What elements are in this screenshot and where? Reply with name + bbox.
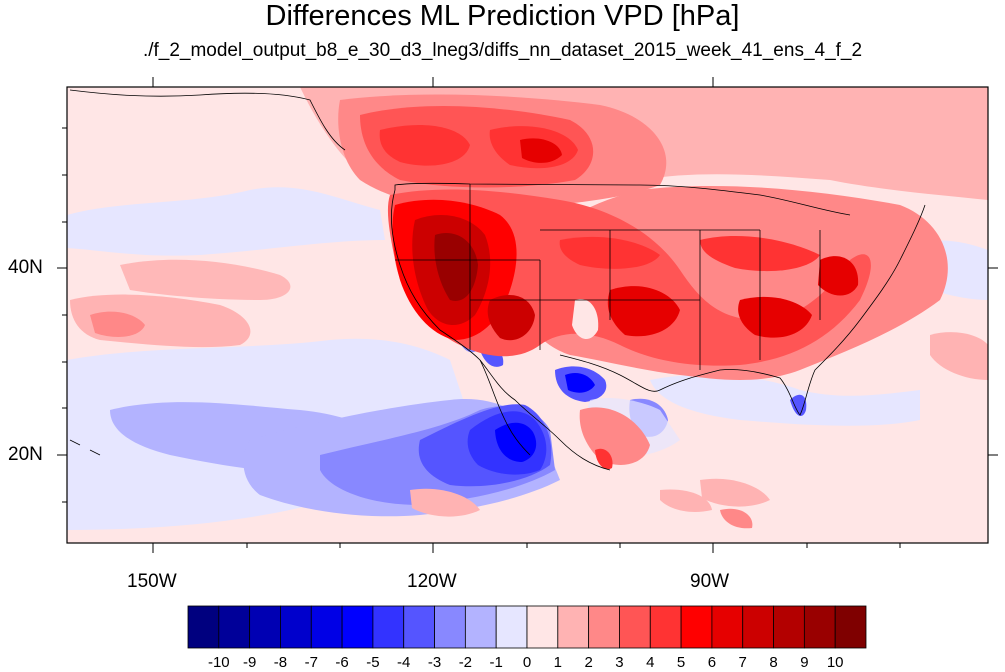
lat-label-20n: 20N [8, 444, 43, 465]
colorbar-tick-label: -8 [273, 654, 288, 671]
colorbar-tick-label: -1 [489, 654, 503, 671]
colorbar-tick-label: -10 [207, 654, 230, 671]
colorbar-swatch [310, 605, 343, 649]
coastlines [69, 89, 926, 471]
colorbar-tick-label: 3 [615, 654, 624, 671]
colorbar-swatch [341, 605, 374, 649]
colorbar-swatch [803, 605, 836, 649]
colorbar-swatch [403, 605, 435, 649]
colorbar-swatch [249, 605, 281, 649]
colorbar-tick-label: 4 [646, 654, 655, 671]
colorbar-tick-label: 6 [707, 654, 717, 671]
colorbar-tick-label: -6 [335, 654, 349, 671]
colorbar-swatch [834, 605, 867, 649]
colorbar-tick-label: -7 [304, 654, 318, 671]
colorbar-swatch [372, 605, 405, 649]
colorbar-swatch [711, 605, 744, 649]
colorbar-tick-label: 1 [553, 654, 562, 671]
colorbar-swatch [680, 605, 713, 649]
colorbar-tick-label: -9 [242, 654, 257, 671]
map-field [67, 87, 988, 543]
colorbar-swatch [526, 605, 559, 649]
colorbar-swatch [280, 605, 312, 649]
colorbar-tick-label: 5 [676, 654, 686, 671]
colorbar-swatch [187, 605, 220, 649]
colorbar-swatch [434, 605, 466, 649]
colorbar-tick-label: -4 [397, 654, 411, 671]
colorbar-tick-label: 10 [826, 654, 844, 671]
colorbar-tick-label: 9 [800, 654, 809, 671]
lon-label-150w: 150W [127, 571, 177, 592]
colorbar-tick-label: -2 [458, 654, 473, 671]
positive-anomaly-regions [70, 87, 988, 529]
colorbar-swatch [218, 605, 251, 649]
chart-subtitle: ./f_2_model_output_b8_e_30_d3_lneg3/diff… [142, 40, 863, 61]
colorbar-swatch [588, 605, 620, 649]
lon-label-120w: 120W [407, 571, 457, 592]
colorbar-tick-label: 7 [738, 654, 747, 671]
colorbar-swatch [773, 605, 805, 649]
chart-title: Differences ML Prediction VPD [hPa] [265, 0, 740, 32]
colorbar-swatch [495, 605, 528, 649]
colorbar-tick-label: -5 [366, 654, 380, 671]
colorbar-tick-label: 0 [522, 654, 532, 671]
lat-label-40n: 40N [8, 257, 43, 278]
colorbar-swatch [557, 605, 590, 649]
colorbar-swatch [649, 605, 682, 649]
lon-label-90w: 90W [690, 571, 730, 592]
colorbar-tick-label: 8 [769, 654, 778, 671]
axis-ticks [57, 77, 998, 553]
colorbar-tick-label: 2 [584, 654, 593, 671]
negative-anomaly-regions [67, 187, 988, 530]
colorbar-swatch [742, 605, 774, 649]
colorbar-tick-label: -3 [427, 654, 442, 671]
colorbar-swatch [619, 605, 651, 649]
colorbar-swatch [464, 605, 497, 649]
